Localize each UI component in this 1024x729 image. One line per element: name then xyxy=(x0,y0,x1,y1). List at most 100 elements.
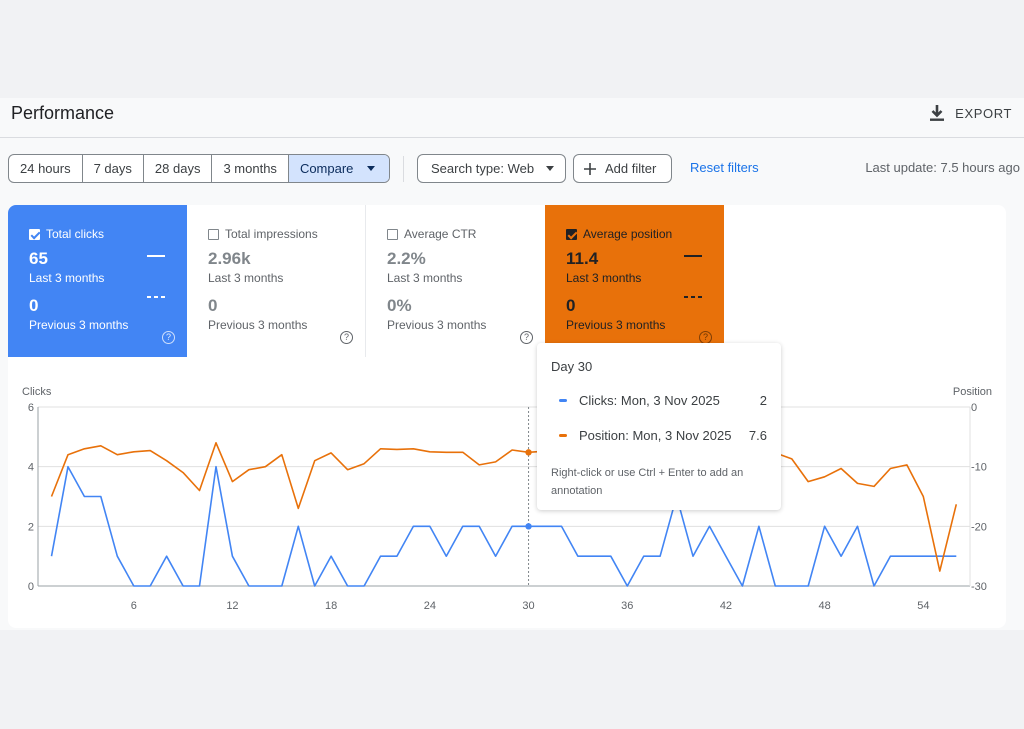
range-24-hours[interactable]: 24 hours xyxy=(9,155,83,182)
tooltip-row-label: Position: Mon, 3 Nov 2025 xyxy=(579,428,732,443)
left-axis-label: Clicks xyxy=(22,386,52,398)
dashed-line-legend-icon xyxy=(147,296,165,298)
caret-down-icon xyxy=(367,166,376,171)
range-3-months[interactable]: 3 months xyxy=(212,155,289,182)
metric-previous-value: 0% xyxy=(387,296,412,315)
add-filter-button[interactable]: Add filter xyxy=(573,154,672,183)
help-icon[interactable]: ? xyxy=(162,331,175,344)
help-icon[interactable]: ? xyxy=(340,331,353,344)
metric-header: Total impressions xyxy=(208,227,365,241)
position-series-line xyxy=(50,442,958,572)
metric-label: Total impressions xyxy=(225,227,318,241)
date-range-selector: 24 hours 7 days 28 days 3 months Compare xyxy=(8,154,391,183)
clicks-hover-point xyxy=(525,523,532,530)
solid-line-legend-icon xyxy=(147,255,165,257)
metric-card-average-ctr[interactable]: Average CTR 2.2% Last 3 months 0% Previo… xyxy=(366,205,545,357)
metric-header: Total clicks xyxy=(29,227,187,241)
tooltip-row-value: 2 xyxy=(759,393,767,408)
range-28-days[interactable]: 28 days xyxy=(144,155,213,182)
download-icon xyxy=(930,105,945,121)
solid-line-legend-icon xyxy=(684,255,702,257)
left-axis-tick: 0 xyxy=(28,581,34,593)
search-type-dropdown[interactable]: Search type: Web xyxy=(417,154,566,183)
last-update-text: Last update: 7.5 hours ago xyxy=(865,160,1020,175)
metric-value: 2.96k xyxy=(208,249,251,268)
search-type-label: Search type: Web xyxy=(431,161,535,176)
metric-card-total-clicks[interactable]: Total clicks 65 Last 3 months 0 Previous… xyxy=(8,205,187,357)
metric-previous-period: Previous 3 months xyxy=(208,318,308,332)
metric-previous-period: Previous 3 months xyxy=(387,318,487,332)
toolbar-divider xyxy=(403,156,404,182)
metric-previous-value: 0 xyxy=(29,296,39,315)
clicks-legend-swatch xyxy=(559,399,567,402)
performance-chart[interactable]: 6 4 2 0 0 -10 -20 -30 Clicks Position 6 12 18 24 30 36 4… xyxy=(8,373,1006,613)
tooltip-annotation-hint: Right-click or use Ctrl + Enter to add a… xyxy=(551,467,744,497)
x-axis-tick: 6 xyxy=(131,600,137,612)
metric-previous-value: 0 xyxy=(208,296,218,315)
plus-icon xyxy=(584,162,596,175)
reset-filters-link[interactable]: Reset filters xyxy=(690,160,759,175)
metric-header: Average position xyxy=(566,227,724,241)
checkbox-checked-icon[interactable] xyxy=(29,228,40,240)
metric-label: Total clicks xyxy=(46,227,105,241)
metric-value: 65 xyxy=(29,249,48,268)
add-filter-label: Add filter xyxy=(605,161,657,176)
left-axis-tick: 4 xyxy=(28,462,34,474)
dashed-line-legend-icon xyxy=(684,296,702,298)
right-axis-label: Position xyxy=(953,386,992,398)
page-header: Performance EXPORT xyxy=(0,98,1024,138)
right-axis-tick: -10 xyxy=(971,462,987,474)
metric-period: Last 3 months xyxy=(566,271,642,285)
x-axis-tick: 48 xyxy=(819,600,831,612)
metric-previous-value: 0 xyxy=(566,296,576,315)
tooltip-row-label: Clicks: Mon, 3 Nov 2025 xyxy=(579,393,720,408)
chart-tooltip: Day 30 Clicks: Mon, 3 Nov 2025 2 Positio… xyxy=(537,343,781,510)
left-axis-tick: 2 xyxy=(28,521,34,533)
position-hover-point xyxy=(525,449,532,456)
right-axis-tick: 0 xyxy=(971,402,977,414)
metric-previous-period: Previous 3 months xyxy=(29,318,129,332)
metric-period: Last 3 months xyxy=(29,271,105,285)
metric-label: Average CTR xyxy=(404,227,477,241)
x-axis-tick: 24 xyxy=(424,600,436,612)
caret-down-icon xyxy=(546,166,555,171)
compare-dropdown[interactable]: Compare xyxy=(288,155,390,182)
x-axis-tick: 42 xyxy=(720,600,732,612)
metric-period: Last 3 months xyxy=(387,271,463,285)
metric-card-total-impressions[interactable]: Total impressions 2.96k Last 3 months 0 … xyxy=(187,205,366,357)
filter-toolbar: 24 hours 7 days 28 days 3 months Compare… xyxy=(0,154,1024,184)
position-legend-swatch xyxy=(559,434,567,437)
metric-previous-period: Previous 3 months xyxy=(566,318,666,332)
right-axis-tick: -30 xyxy=(971,581,987,593)
export-label: EXPORT xyxy=(955,105,1012,121)
left-axis-tick: 6 xyxy=(28,402,34,414)
help-icon[interactable]: ? xyxy=(520,331,533,344)
metric-header: Average CTR xyxy=(387,227,545,241)
x-axis-tick: 36 xyxy=(621,600,633,612)
checkbox-checked-icon[interactable] xyxy=(566,228,577,240)
tooltip-row-position: Position: Mon, 3 Nov 2025 7.6 xyxy=(551,428,767,444)
export-button[interactable]: EXPORT xyxy=(929,101,1012,125)
metric-period: Last 3 months xyxy=(208,271,284,285)
clicks-series-line xyxy=(50,465,957,587)
tooltip-title: Day 30 xyxy=(551,359,593,374)
x-axis-tick: 54 xyxy=(917,600,929,612)
performance-page: Performance EXPORT 24 hours 7 days 28 da… xyxy=(0,98,1024,630)
tooltip-row-clicks: Clicks: Mon, 3 Nov 2025 2 xyxy=(551,393,767,409)
metric-card-average-position[interactable]: Average position 11.4 Last 3 months 0 Pr… xyxy=(545,205,724,357)
metric-value: 11.4 xyxy=(566,249,599,268)
x-axis-tick: 12 xyxy=(226,600,238,612)
performance-card: Total clicks 65 Last 3 months 0 Previous… xyxy=(8,205,1006,628)
x-axis-tick: 18 xyxy=(325,600,337,612)
tooltip-row-value: 7.6 xyxy=(748,428,767,443)
metric-label: Average position xyxy=(583,227,673,241)
x-axis-tick: 30 xyxy=(522,600,534,612)
compare-label: Compare xyxy=(299,161,354,176)
range-7-days[interactable]: 7 days xyxy=(83,155,144,182)
right-axis-tick: -20 xyxy=(971,521,987,533)
checkbox-unchecked-icon[interactable] xyxy=(387,228,398,240)
checkbox-unchecked-icon[interactable] xyxy=(208,228,219,240)
page-title: Performance xyxy=(11,103,115,123)
metric-value: 2.2% xyxy=(387,249,426,268)
